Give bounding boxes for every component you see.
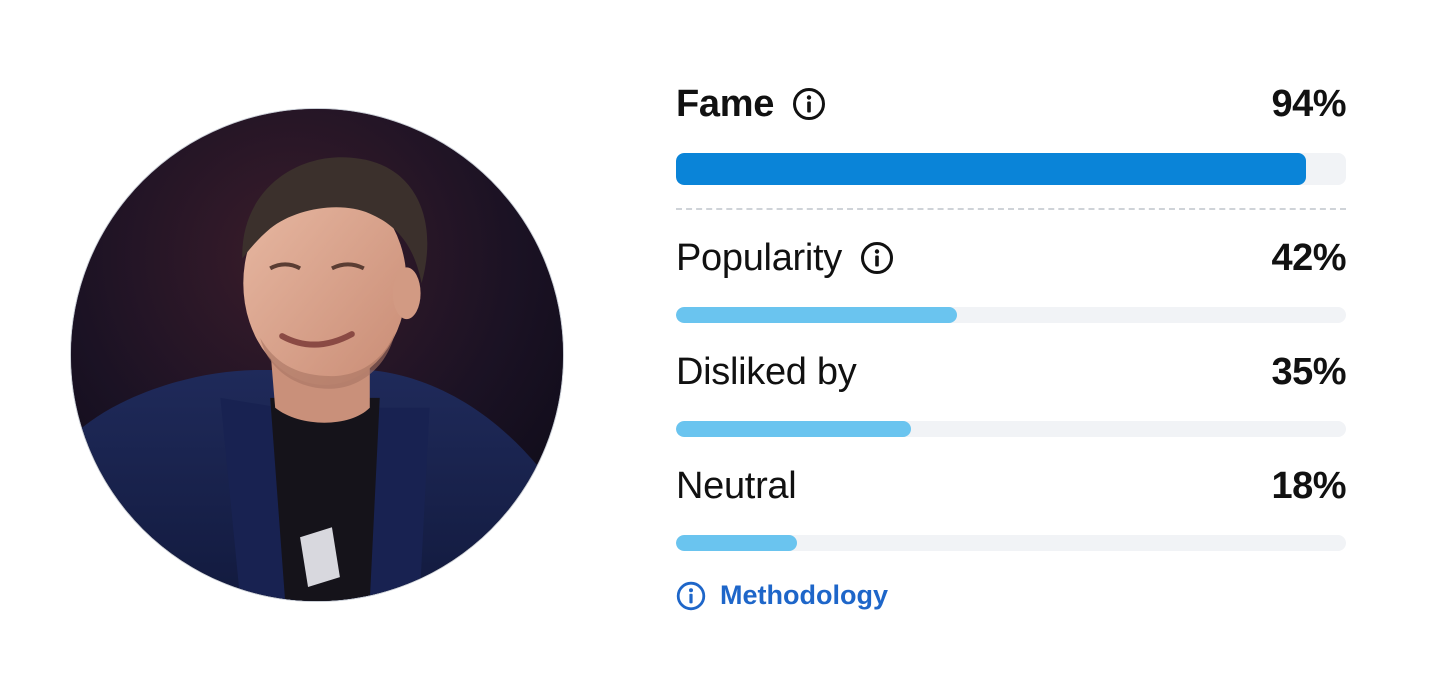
metric-fame: Fame 94% — [676, 80, 1346, 185]
progress-fill-fame — [676, 153, 1306, 185]
info-icon[interactable] — [792, 87, 826, 121]
metric-neutral: Neutral 18% — [676, 462, 1346, 551]
methodology-label: Methodology — [720, 580, 888, 610]
metric-label-text: Popularity — [676, 237, 842, 279]
metric-label-text: Disliked by — [676, 351, 857, 393]
progress-fill-neutral — [676, 535, 797, 551]
metric-disliked: Disliked by 35% — [676, 348, 1346, 437]
person-portrait-icon — [71, 109, 563, 601]
metric-label-disliked: Disliked by — [676, 348, 857, 396]
metric-label-neutral: Neutral — [676, 462, 797, 510]
metric-popularity: Popularity 42% — [676, 234, 1346, 323]
metric-label-fame: Fame — [676, 80, 826, 128]
progress-fill-popularity — [676, 307, 958, 323]
metric-label-text: Fame — [676, 83, 775, 125]
divider — [676, 208, 1346, 210]
progress-track — [676, 307, 1346, 323]
info-icon — [676, 581, 706, 611]
progress-track — [676, 421, 1346, 437]
info-icon[interactable] — [860, 241, 894, 275]
metric-value-disliked: 35% — [1271, 351, 1346, 393]
avatar — [70, 108, 564, 602]
metric-value-fame: 94% — [1271, 83, 1346, 125]
metric-label-popularity: Popularity — [676, 234, 894, 282]
metric-label-text: Neutral — [676, 465, 797, 507]
progress-fill-disliked — [676, 421, 911, 437]
metric-value-popularity: 42% — [1271, 237, 1346, 279]
progress-track — [676, 153, 1346, 185]
methodology-link[interactable]: Methodology — [676, 580, 888, 611]
progress-track — [676, 535, 1346, 551]
metric-value-neutral: 18% — [1271, 465, 1346, 507]
